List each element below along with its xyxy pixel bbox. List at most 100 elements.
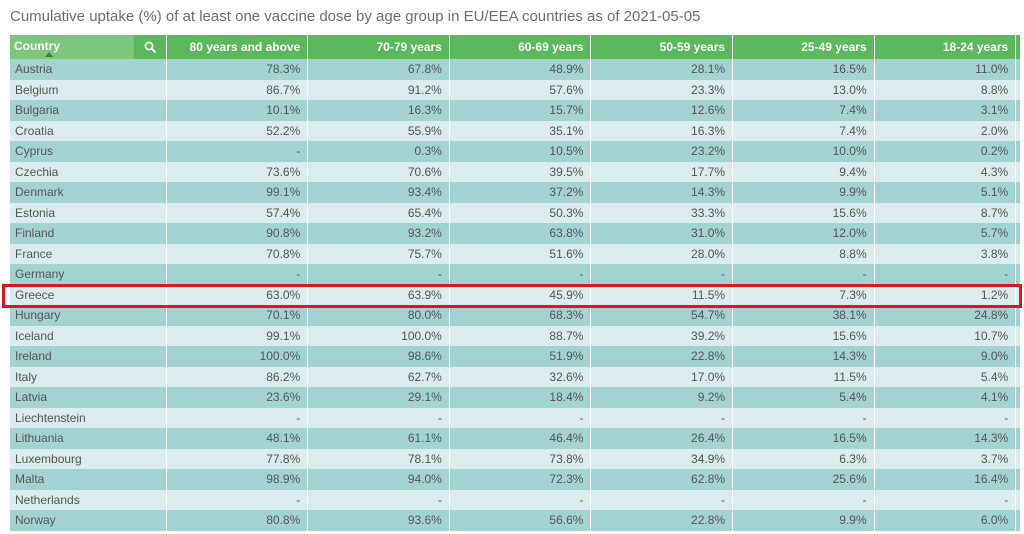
value-cell: 23.6% [165,387,308,408]
country-cell: Denmark [10,182,167,203]
value-cell: 0.2% [873,141,1016,162]
table-row: Denmark 99.1% 93.4% 37.2% 14.3% 9.9% 5.1% [10,182,1020,203]
value-cell: 1.2% [873,284,1016,305]
value-cell: 16.5% [732,428,875,449]
value-cell: 88.7% [448,325,591,346]
value-cell: 9.4% [732,161,875,182]
table-row: Lithuania 48.1% 61.1% 46.4% 26.4% 16.5% 14.3% [10,428,1020,449]
value-cell: 35.1% [448,120,591,141]
overflow-cell [1015,366,1020,387]
value-cell: 70.6% [307,161,450,182]
value-cell: 32.6% [448,366,591,387]
chart-title: Cumulative uptake (%) of at least one va… [10,8,701,25]
value-cell: 48.9% [448,59,591,80]
value-cell: 29.1% [307,387,450,408]
table-row: Norway 80.8% 93.6% 56.6% 22.8% 9.9% 6.0% [10,510,1020,531]
value-cell: 7.4% [732,120,875,141]
value-cell: 24.8% [873,305,1016,326]
overflow-cell [1015,59,1020,80]
value-cell: - [732,264,875,285]
search-button[interactable] [133,35,166,59]
column-header-70-79[interactable]: 70-79 years [307,35,450,59]
value-cell: 11.0% [873,59,1016,80]
value-cell: 5.1% [873,182,1016,203]
value-cell: 7.4% [732,100,875,121]
column-header-80-plus[interactable]: 80 years and above [165,35,308,59]
value-cell: 51.6% [448,243,591,264]
value-cell: 100.0% [165,346,308,367]
value-cell: 57.4% [165,202,308,223]
column-header-25-49[interactable]: 25-49 years [732,35,875,59]
country-cell: Croatia [10,120,167,141]
overflow-cell [1015,489,1020,510]
value-cell: - [165,407,308,428]
value-cell: 99.1% [165,182,308,203]
value-cell: - [448,489,591,510]
value-cell: 65.4% [307,202,450,223]
value-cell: 54.7% [590,305,733,326]
column-header-18-24[interactable]: 18-24 years [873,35,1016,59]
value-cell: 13.0% [732,79,875,100]
value-cell: 39.5% [448,161,591,182]
column-header-country[interactable]: Country [10,35,167,59]
country-cell: Norway [10,510,167,531]
value-cell: 15.7% [448,100,591,121]
value-cell: 16.3% [307,100,450,121]
table-row: France 70.8% 75.7% 51.6% 28.0% 8.8% 3.8% [10,243,1020,264]
country-cell: Ireland [10,346,167,367]
value-cell: 86.2% [165,366,308,387]
value-cell: - [165,141,308,162]
value-cell: 16.5% [732,59,875,80]
country-cell: Italy [10,366,167,387]
value-cell: 45.9% [448,284,591,305]
value-cell: 2.0% [873,120,1016,141]
column-header-50-59[interactable]: 50-59 years [590,35,733,59]
value-cell: 78.1% [307,448,450,469]
value-cell: 10.1% [165,100,308,121]
table-header-row: Country 80 years and above 70-79 years 6… [10,35,1020,59]
value-cell: 31.0% [590,223,733,244]
country-cell: Liechtenstein [10,407,167,428]
column-header-60-69[interactable]: 60-69 years [448,35,591,59]
value-cell: 22.8% [590,510,733,531]
value-cell: - [873,489,1016,510]
value-cell: 98.6% [307,346,450,367]
value-cell: 12.0% [732,223,875,244]
value-cell: 62.7% [307,366,450,387]
sort-asc-icon[interactable] [45,52,53,57]
value-cell: 5.4% [873,366,1016,387]
value-cell: 8.7% [873,202,1016,223]
country-cell: Lithuania [10,428,167,449]
value-cell: 28.1% [590,59,733,80]
value-cell: 46.4% [448,428,591,449]
value-cell: 55.9% [307,120,450,141]
value-cell: 9.9% [732,182,875,203]
value-cell: 10.7% [873,325,1016,346]
value-cell: 73.6% [165,161,308,182]
value-cell: 14.3% [732,346,875,367]
value-cell: 93.2% [307,223,450,244]
value-cell: 6.3% [732,448,875,469]
value-cell: 51.9% [448,346,591,367]
value-cell: 18.4% [448,387,591,408]
country-cell: Bulgaria [10,100,167,121]
value-cell: 68.3% [448,305,591,326]
overflow-cell [1015,223,1020,244]
value-cell: - [732,407,875,428]
overflow-cell [1015,448,1020,469]
value-cell: - [165,489,308,510]
value-cell: 70.1% [165,305,308,326]
table-row: Cyprus -0.3% 10.5% 23.2% 10.0% 0.2% [10,141,1020,162]
value-cell: 77.8% [165,448,308,469]
overflow-cell [1015,510,1020,531]
value-cell: 70.8% [165,243,308,264]
value-cell: 8.8% [732,243,875,264]
table-body: Austria 78.3% 67.8% 48.9% 28.1% 16.5% 11.0% Bel… [10,59,1020,531]
value-cell: 5.7% [873,223,1016,244]
overflow-cell [1015,428,1020,449]
overflow-cell [1015,284,1020,305]
table-row: Italy 86.2% 62.7% 32.6% 17.0% 11.5% 5.4% [10,366,1020,387]
value-cell: 8.8% [873,79,1016,100]
overflow-cell [1015,243,1020,264]
value-cell: 14.3% [873,428,1016,449]
